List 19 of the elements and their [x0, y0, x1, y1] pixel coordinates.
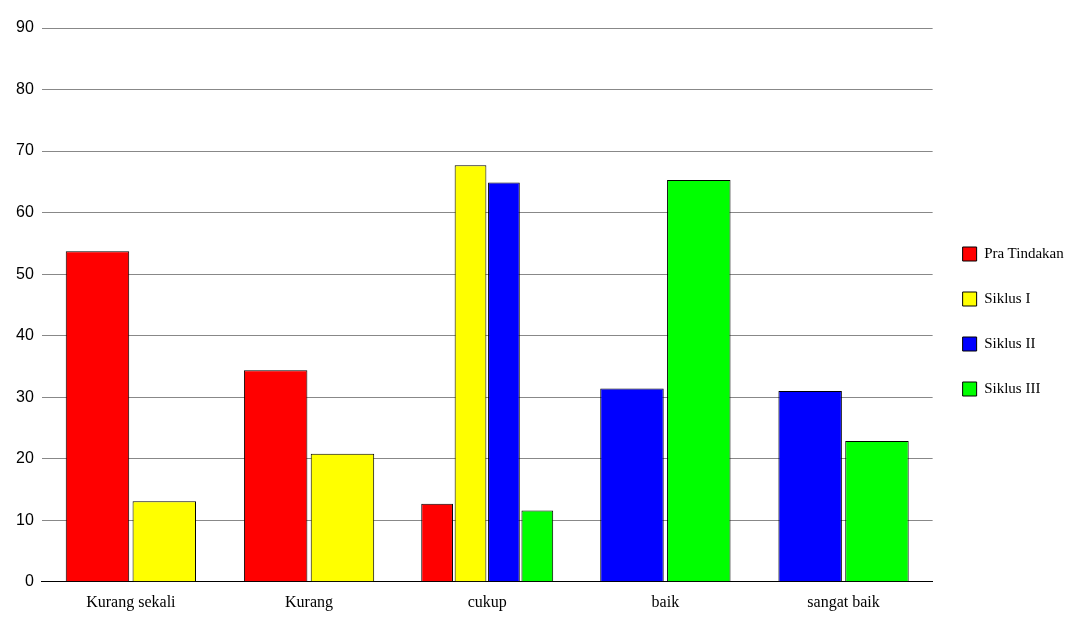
legend-label: Pra Tindakan [984, 244, 1065, 261]
y-tick-label: 20 [16, 449, 34, 467]
x-tick-label: cukup [467, 592, 507, 611]
y-tick-label: 80 [16, 79, 34, 97]
y-tick-label: 40 [16, 326, 34, 344]
x-tick-label: baik [651, 592, 680, 610]
legend-label: Siklus I [984, 289, 1031, 306]
y-tick-label: 60 [16, 203, 34, 221]
y-tick-label: 70 [16, 141, 34, 159]
y-tick-label: 90 [16, 18, 34, 36]
x-tick-label: sangat baik [807, 592, 880, 611]
y-tick-label: 0 [24, 572, 34, 590]
x-tick-label: Kurang sekali [86, 592, 177, 611]
y-tick-label: 30 [16, 387, 34, 405]
y-tick-label: 10 [16, 510, 34, 528]
y-tick-label: 50 [16, 264, 34, 282]
legend-label: Siklus II [984, 334, 1036, 351]
legend-label: Siklus III [984, 379, 1041, 396]
x-tick-label: Kurang [285, 592, 334, 611]
